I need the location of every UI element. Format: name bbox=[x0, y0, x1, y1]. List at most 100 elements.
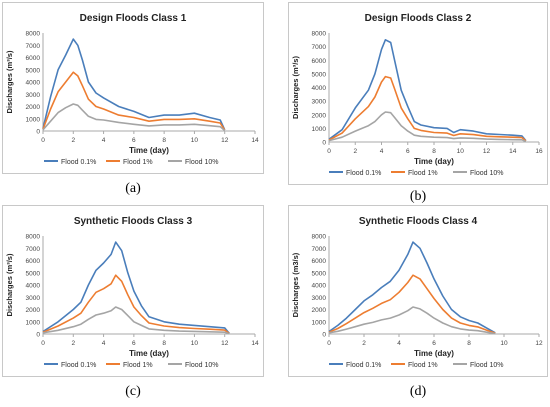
chart-b: Design Floods Class 2 0 1000 2000 3000 4000 50… bbox=[291, 13, 543, 177]
x-tick-label: 0 bbox=[327, 340, 331, 347]
legend-label-2: Flood 1% bbox=[408, 362, 438, 369]
legend-label-3: Flood 10% bbox=[185, 159, 218, 166]
y-tick-label: 0 bbox=[36, 332, 40, 339]
y-tick-label: 7000 bbox=[26, 43, 41, 50]
y-tick-label: 6000 bbox=[312, 258, 327, 265]
x-tick-label: 10 bbox=[191, 137, 199, 144]
x-tick-label: 10 bbox=[191, 340, 199, 347]
x-axis-label: Time (day) bbox=[129, 349, 169, 358]
chart-c: Synthetic Floods Class 3 0 1000 2000 3000 400… bbox=[5, 216, 259, 369]
chart-title: Design Floods Class 1 bbox=[80, 13, 187, 24]
legend-label-2: Flood 1% bbox=[408, 170, 438, 177]
y-tick-label: 2000 bbox=[312, 307, 327, 314]
y-tick-label: 1000 bbox=[26, 116, 41, 123]
y-tick-label: 3000 bbox=[312, 99, 327, 106]
series-line-3 bbox=[328, 306, 496, 335]
x-tick-label: 2 bbox=[71, 340, 75, 347]
x-tick-label: 4 bbox=[380, 148, 384, 155]
x-tick-label: 4 bbox=[102, 340, 106, 347]
x-tick-label: 14 bbox=[251, 340, 259, 347]
legend-label-1: Flood 0.1% bbox=[61, 159, 96, 166]
series-line-2 bbox=[42, 274, 230, 335]
y-tick-label: 8000 bbox=[26, 31, 41, 38]
y-tick-label: 5000 bbox=[312, 270, 327, 277]
x-axis-label: Time (day) bbox=[414, 349, 454, 358]
x-tick-label: 12 bbox=[535, 340, 543, 347]
y-tick-label: 5000 bbox=[312, 71, 327, 78]
legend-label-1: Flood 0.1% bbox=[346, 362, 381, 369]
chart-panel-a: Design Floods Class 1 0 1000 2000 3000 4000 50… bbox=[2, 2, 264, 174]
legend-label-3: Flood 10% bbox=[470, 170, 503, 177]
x-tick-label: 0 bbox=[41, 340, 45, 347]
x-axis-label: Time (day) bbox=[129, 146, 169, 155]
y-tick-label: 0 bbox=[322, 140, 326, 147]
y-axis-label: Discharges (m3/s) bbox=[291, 252, 300, 317]
x-tick-label: 4 bbox=[102, 137, 106, 144]
x-tick-label: 8 bbox=[467, 340, 471, 347]
x-tick-label: 14 bbox=[251, 137, 259, 144]
caption-a: (a) bbox=[125, 181, 141, 196]
legend-label-3: Flood 10% bbox=[470, 362, 503, 369]
series-line-2 bbox=[328, 274, 496, 334]
caption-d: (d) bbox=[409, 384, 427, 399]
y-tick-label: 3000 bbox=[26, 295, 41, 302]
series-line-1 bbox=[42, 241, 230, 334]
legend-label-2: Flood 1% bbox=[123, 159, 153, 166]
y-tick-label: 6000 bbox=[26, 55, 41, 62]
legend-label-2: Flood 1% bbox=[123, 362, 153, 369]
x-tick-label: 10 bbox=[500, 340, 508, 347]
y-tick-label: 8000 bbox=[312, 31, 327, 38]
y-tick-label: 8000 bbox=[312, 234, 327, 241]
y-tick-label: 7000 bbox=[312, 246, 327, 253]
x-tick-label: 4 bbox=[397, 340, 401, 347]
y-tick-label: 1000 bbox=[312, 126, 327, 133]
y-tick-label: 2000 bbox=[26, 104, 41, 111]
y-tick-label: 0 bbox=[322, 332, 326, 339]
y-tick-label: 1000 bbox=[312, 319, 327, 326]
y-tick-label: 6000 bbox=[312, 58, 327, 65]
series-line-2 bbox=[328, 75, 527, 142]
series-line-2 bbox=[42, 71, 226, 131]
y-tick-label: 8000 bbox=[26, 234, 41, 241]
series-line-3 bbox=[328, 111, 527, 143]
y-tick-label: 2000 bbox=[26, 307, 41, 314]
y-tick-label: 4000 bbox=[26, 80, 41, 87]
y-axis-label: Discharges (m³/s) bbox=[5, 253, 14, 316]
y-tick-label: 2000 bbox=[312, 112, 327, 119]
x-tick-label: 6 bbox=[432, 340, 436, 347]
y-tick-label: 5000 bbox=[26, 270, 41, 277]
chart-title: Synthetic Floods Class 4 bbox=[359, 216, 478, 227]
series-line-1 bbox=[42, 38, 226, 131]
x-tick-label: 2 bbox=[362, 340, 366, 347]
chart-a: Design Floods Class 1 0 1000 2000 3000 4000 50… bbox=[5, 13, 259, 166]
x-tick-label: 12 bbox=[221, 340, 229, 347]
series-line-1 bbox=[328, 241, 496, 334]
y-tick-label: 7000 bbox=[312, 44, 327, 51]
x-tick-label: 8 bbox=[432, 148, 436, 155]
x-axis-label: Time (day) bbox=[414, 157, 454, 166]
y-tick-label: 7000 bbox=[26, 246, 41, 253]
legend-label-3: Flood 10% bbox=[185, 362, 218, 369]
y-tick-label: 3000 bbox=[312, 295, 327, 302]
y-tick-label: 5000 bbox=[26, 67, 41, 74]
legend-label-1: Flood 0.1% bbox=[61, 362, 96, 369]
y-tick-label: 0 bbox=[36, 129, 40, 136]
caption-c: (c) bbox=[125, 384, 141, 399]
y-tick-label: 4000 bbox=[312, 283, 327, 290]
x-tick-label: 8 bbox=[162, 340, 166, 347]
chart-panel-c: Synthetic Floods Class 3 0 1000 2000 3000 400… bbox=[2, 205, 264, 377]
x-tick-label: 6 bbox=[132, 137, 136, 144]
x-tick-label: 6 bbox=[132, 340, 136, 347]
y-axis-label: Discharges (m³/s) bbox=[291, 56, 300, 119]
y-tick-label: 4000 bbox=[312, 85, 327, 92]
x-tick-label: 2 bbox=[71, 137, 75, 144]
x-tick-label: 12 bbox=[483, 148, 491, 155]
y-tick-label: 4000 bbox=[26, 283, 41, 290]
x-tick-label: 0 bbox=[327, 148, 331, 155]
series-line-3 bbox=[42, 103, 226, 132]
series-line-1 bbox=[328, 38, 527, 142]
series-line-3 bbox=[42, 306, 230, 335]
x-tick-label: 2 bbox=[353, 148, 357, 155]
x-tick-label: 16 bbox=[535, 148, 543, 155]
y-tick-label: 3000 bbox=[26, 92, 41, 99]
